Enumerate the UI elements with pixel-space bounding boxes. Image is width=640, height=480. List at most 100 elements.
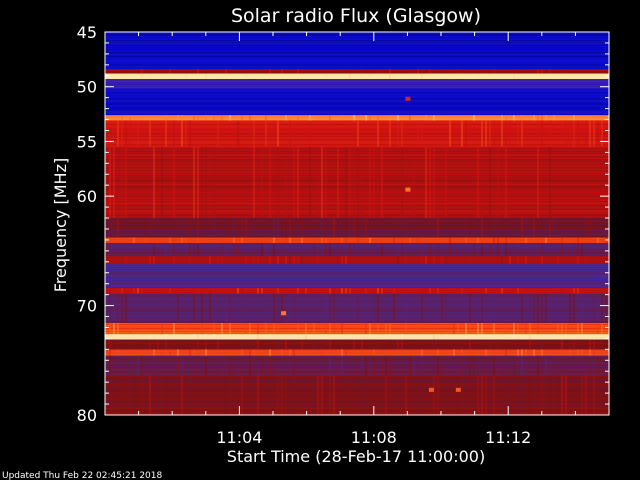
band-streak: [401, 339, 403, 350]
band-streak: [193, 334, 195, 340]
band-streak: [521, 293, 523, 324]
band-row: [105, 79, 609, 81]
band-streak: [245, 323, 247, 335]
band-streak: [109, 339, 111, 350]
band-streak: [529, 288, 531, 294]
band-row: [105, 47, 609, 48]
band-streak: [297, 69, 299, 74]
frequency-band: [105, 375, 609, 415]
band-row: [105, 349, 609, 351]
band-streak: [181, 115, 183, 121]
band-streak: [373, 349, 375, 356]
band-streak: [349, 218, 351, 238]
band-row: [105, 108, 609, 110]
band-streak: [325, 334, 327, 340]
band-row: [105, 278, 609, 280]
band-streak: [393, 293, 395, 324]
band-streak: [165, 120, 167, 147]
band-row: [105, 81, 609, 83]
band-row: [105, 351, 609, 353]
band-streak: [345, 349, 347, 356]
band-row: [105, 73, 609, 75]
band-streak: [241, 115, 243, 121]
band-streak: [129, 339, 131, 350]
band-row: [105, 286, 609, 288]
band-streak: [229, 115, 231, 121]
band-streak: [377, 115, 379, 121]
band-streak: [233, 218, 235, 238]
band-row: [105, 405, 609, 407]
band-row: [105, 117, 609, 119]
band-streak: [173, 256, 175, 264]
band-streak: [405, 256, 407, 264]
band-streak: [433, 256, 435, 264]
band-streak: [461, 349, 463, 356]
band-streak: [369, 323, 371, 335]
band-row: [105, 76, 609, 78]
band-streak: [561, 323, 563, 335]
band-streak: [485, 288, 487, 294]
band-streak: [121, 146, 123, 219]
band-streak: [377, 120, 379, 147]
band-row: [105, 52, 609, 53]
band-row: [105, 379, 609, 381]
band-streak: [593, 375, 595, 415]
band-streak: [277, 323, 279, 335]
band-streak: [161, 323, 163, 335]
band-streak: [497, 237, 499, 244]
band-streak: [525, 349, 527, 356]
band-streak: [265, 243, 267, 257]
band-streak: [497, 339, 499, 350]
band-streak: [353, 218, 355, 238]
band-streak: [501, 218, 503, 238]
y-tick-label: 60: [77, 187, 97, 206]
band-streak: [341, 349, 343, 356]
band-streak: [225, 349, 227, 356]
band-row: [105, 74, 609, 76]
band-streak: [469, 293, 471, 324]
band-streak: [201, 323, 203, 335]
band-streak: [253, 146, 255, 219]
band-streak: [177, 115, 179, 121]
band-row: [105, 325, 609, 327]
band-streak: [417, 375, 419, 415]
band-streak: [249, 349, 251, 356]
band-streak: [325, 293, 327, 324]
band-streak: [529, 69, 531, 74]
band-row: [105, 338, 609, 340]
plot-frame: [104, 31, 610, 416]
band-row: [105, 355, 609, 357]
band-row: [105, 268, 609, 270]
band-streak: [153, 349, 155, 356]
axis-ticks: [104, 31, 610, 416]
band-streak: [133, 288, 135, 294]
band-streak: [277, 288, 279, 294]
band-streak: [301, 339, 303, 350]
band-streak: [341, 256, 343, 264]
band-row: [105, 261, 609, 263]
band-streak: [301, 288, 303, 294]
band-streak: [193, 73, 195, 80]
band-row: [105, 328, 609, 330]
band-streak: [437, 355, 439, 376]
band-streak: [253, 349, 255, 356]
band-streak: [261, 339, 263, 350]
band-streak: [577, 349, 579, 356]
band-streak: [277, 146, 279, 219]
band-streak: [301, 69, 303, 74]
band-streak: [297, 288, 299, 294]
band-row: [105, 347, 609, 349]
band-row: [105, 333, 609, 335]
band-streak: [481, 146, 483, 219]
band-row: [105, 392, 609, 394]
band-streak: [205, 334, 207, 340]
band-streak: [177, 355, 179, 376]
band-row: [105, 113, 609, 115]
band-streak: [153, 243, 155, 257]
band-streak: [117, 288, 119, 294]
band-streak: [109, 349, 111, 356]
band-streak: [373, 146, 375, 219]
band-streak: [425, 355, 427, 376]
band-streak: [461, 120, 463, 147]
band-streak: [249, 323, 251, 335]
